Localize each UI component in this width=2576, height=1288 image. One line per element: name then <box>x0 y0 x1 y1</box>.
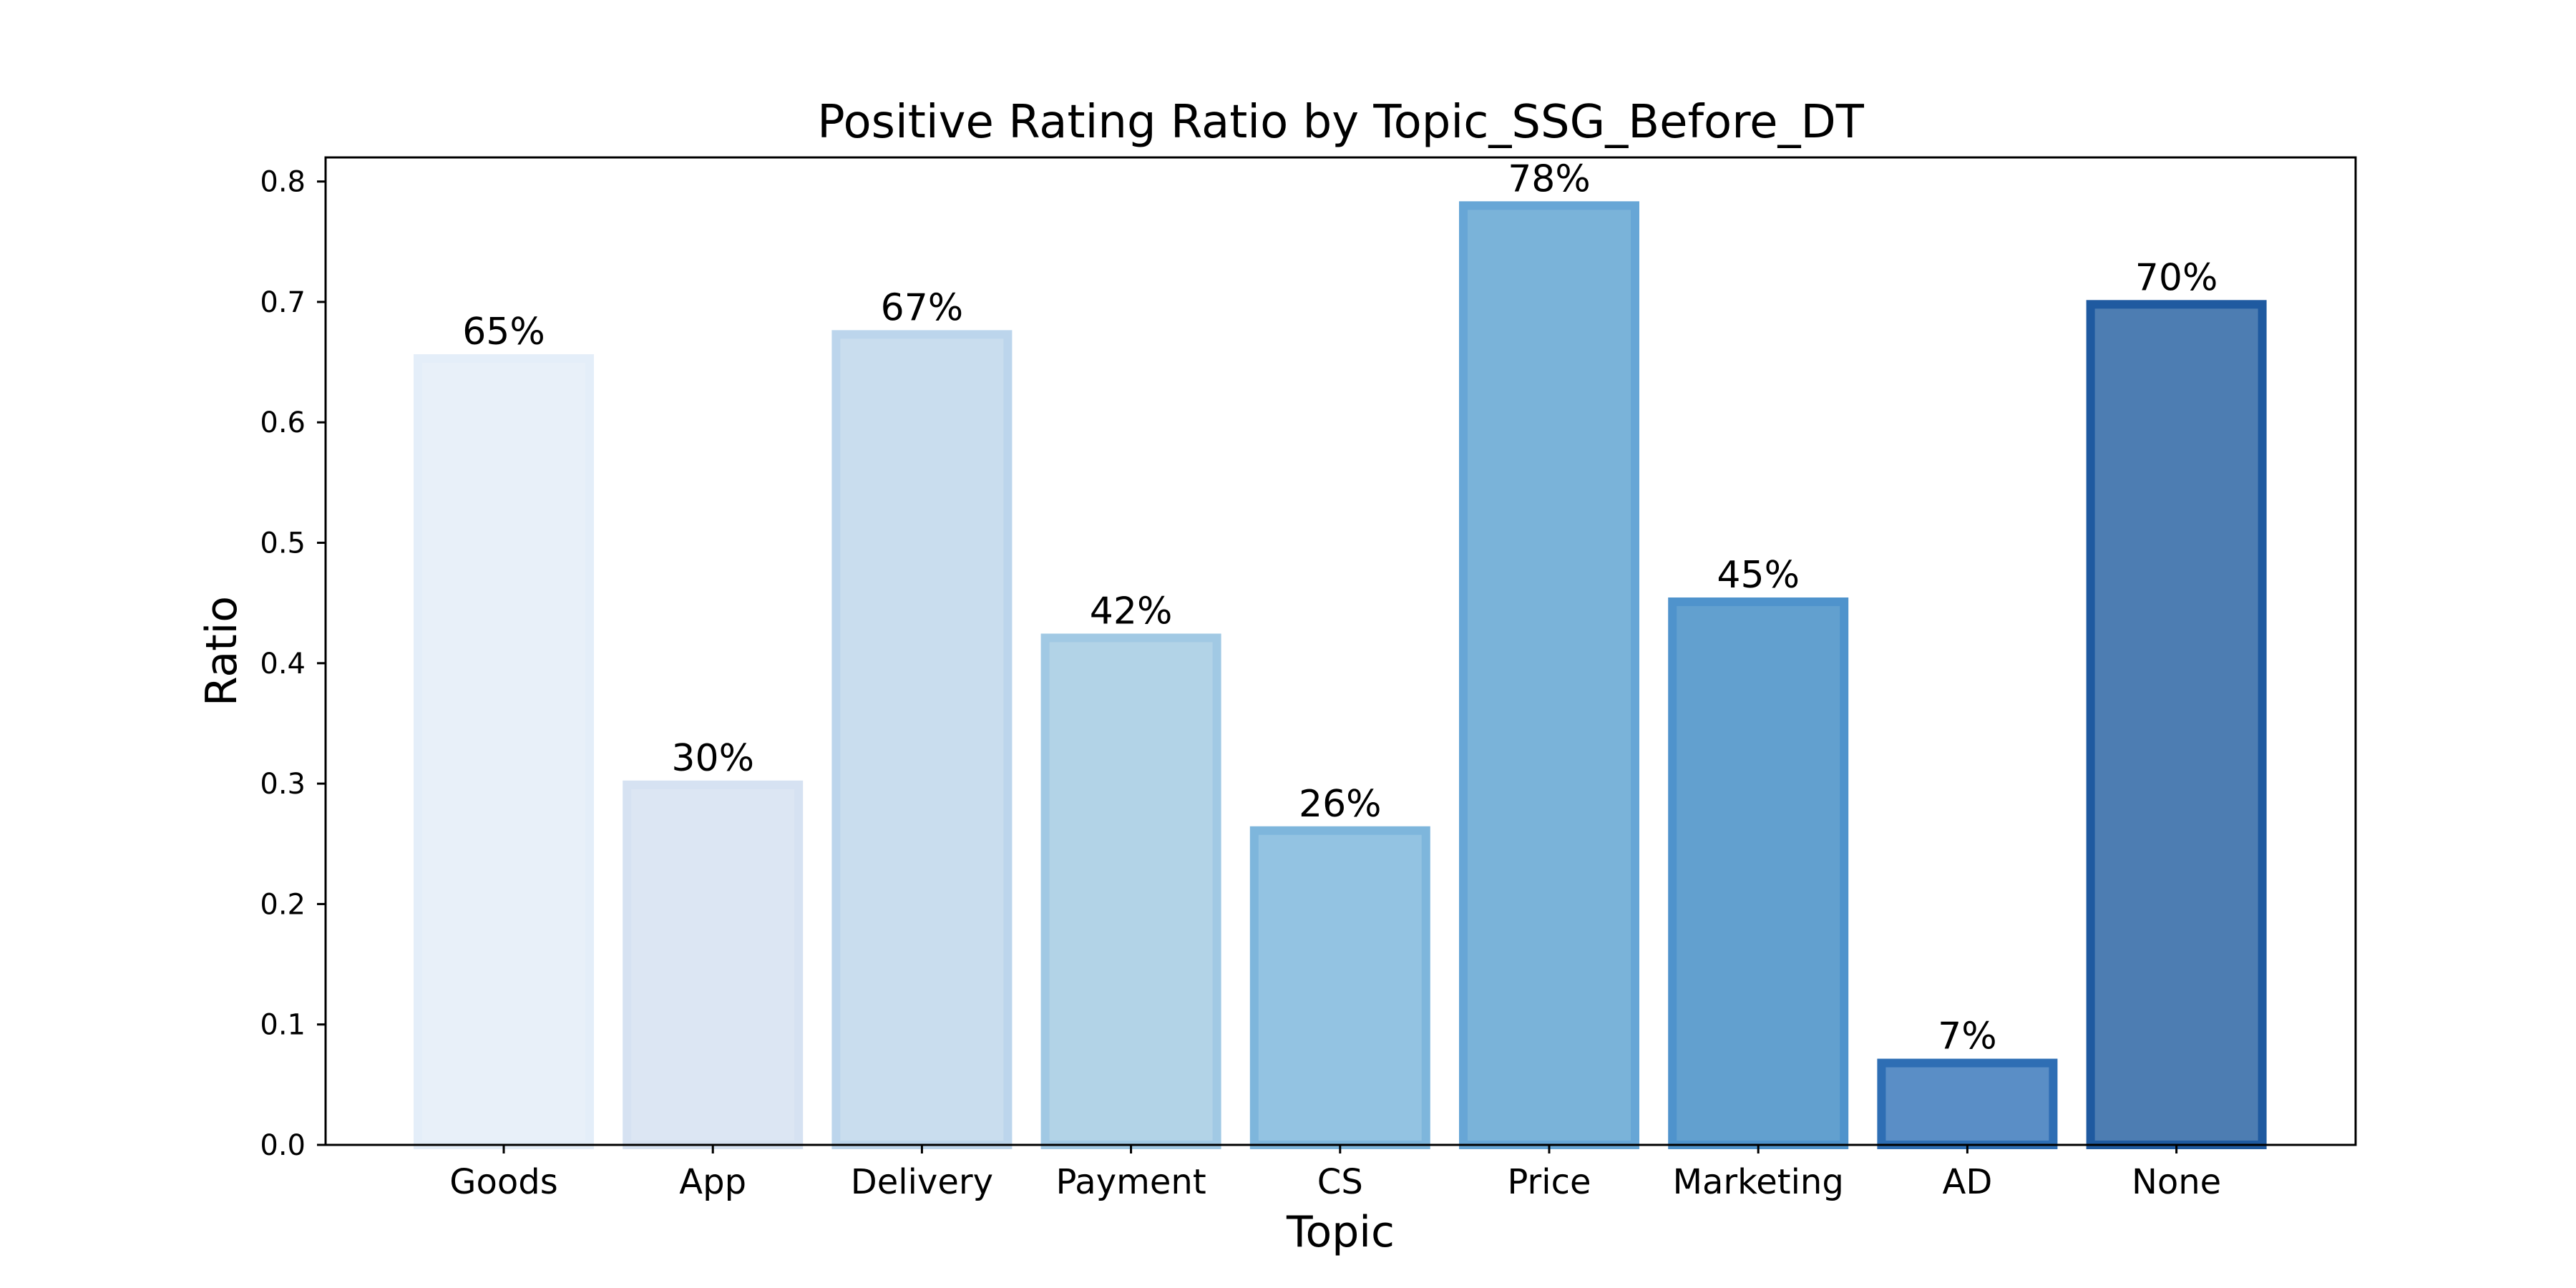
bar-marketing <box>1668 597 1849 1149</box>
bar-none <box>2086 300 2267 1150</box>
x-tick-label-ad: AD <box>1943 1162 1993 1202</box>
data-label-goods: 65% <box>462 311 545 353</box>
data-label-cs: 26% <box>1299 783 1382 826</box>
bars-group <box>414 201 2267 1150</box>
bar-payment <box>1040 633 1221 1149</box>
y-tick-label: 0.8 <box>260 166 306 199</box>
y-tick-label: 0.7 <box>260 286 306 319</box>
data-label-price: 78% <box>1508 157 1591 200</box>
chart-title: Positive Rating Ratio by Topic_SSG_Befor… <box>817 96 1865 149</box>
y-tick-label: 0.0 <box>260 1129 306 1162</box>
y-tick-label: 0.2 <box>260 888 306 921</box>
bar-app <box>623 780 804 1150</box>
bar-delivery <box>831 330 1013 1149</box>
x-tick-label-marketing: Marketing <box>1673 1162 1844 1202</box>
y-tick-label: 0.1 <box>260 1009 306 1042</box>
data-label-ad: 7% <box>1938 1015 1997 1058</box>
bar-cs <box>1249 826 1430 1149</box>
x-tick-label-price: Price <box>1507 1162 1591 1202</box>
x-tick-label-goods: Goods <box>449 1162 557 1202</box>
data-labels-group: 65% 30% 67% 42% 26% 78% 45% 7% 70% <box>462 157 2218 1058</box>
x-tick-label-app: App <box>679 1162 746 1202</box>
data-label-app: 30% <box>671 737 754 780</box>
bar-goods <box>414 354 594 1149</box>
x-axis-label: Topic <box>1286 1207 1395 1257</box>
y-tick-label: 0.6 <box>260 406 306 439</box>
x-axis-ticks: Goods App Delivery Payment CS Price Marketing A… <box>449 1145 2221 1202</box>
x-tick-label-delivery: Delivery <box>851 1162 993 1202</box>
data-label-payment: 42% <box>1090 590 1173 633</box>
y-tick-label: 0.4 <box>260 648 306 680</box>
data-label-marketing: 45% <box>1717 554 1800 597</box>
y-tick-label: 0.3 <box>260 768 306 801</box>
x-tick-label-none: None <box>2132 1162 2221 1202</box>
y-tick-label: 0.5 <box>260 527 306 560</box>
x-tick-label-cs: CS <box>1317 1162 1363 1202</box>
x-tick-label-payment: Payment <box>1056 1162 1206 1202</box>
data-label-delivery: 67% <box>881 286 964 329</box>
y-axis-label: Ratio <box>197 596 247 706</box>
y-axis-ticks: 0.0 0.1 0.2 0.3 0.4 0.5 0.6 0.7 0.8 <box>260 166 326 1162</box>
bar-price <box>1459 201 1639 1150</box>
bar-ad <box>1877 1058 2058 1150</box>
data-label-none: 70% <box>2135 256 2218 299</box>
